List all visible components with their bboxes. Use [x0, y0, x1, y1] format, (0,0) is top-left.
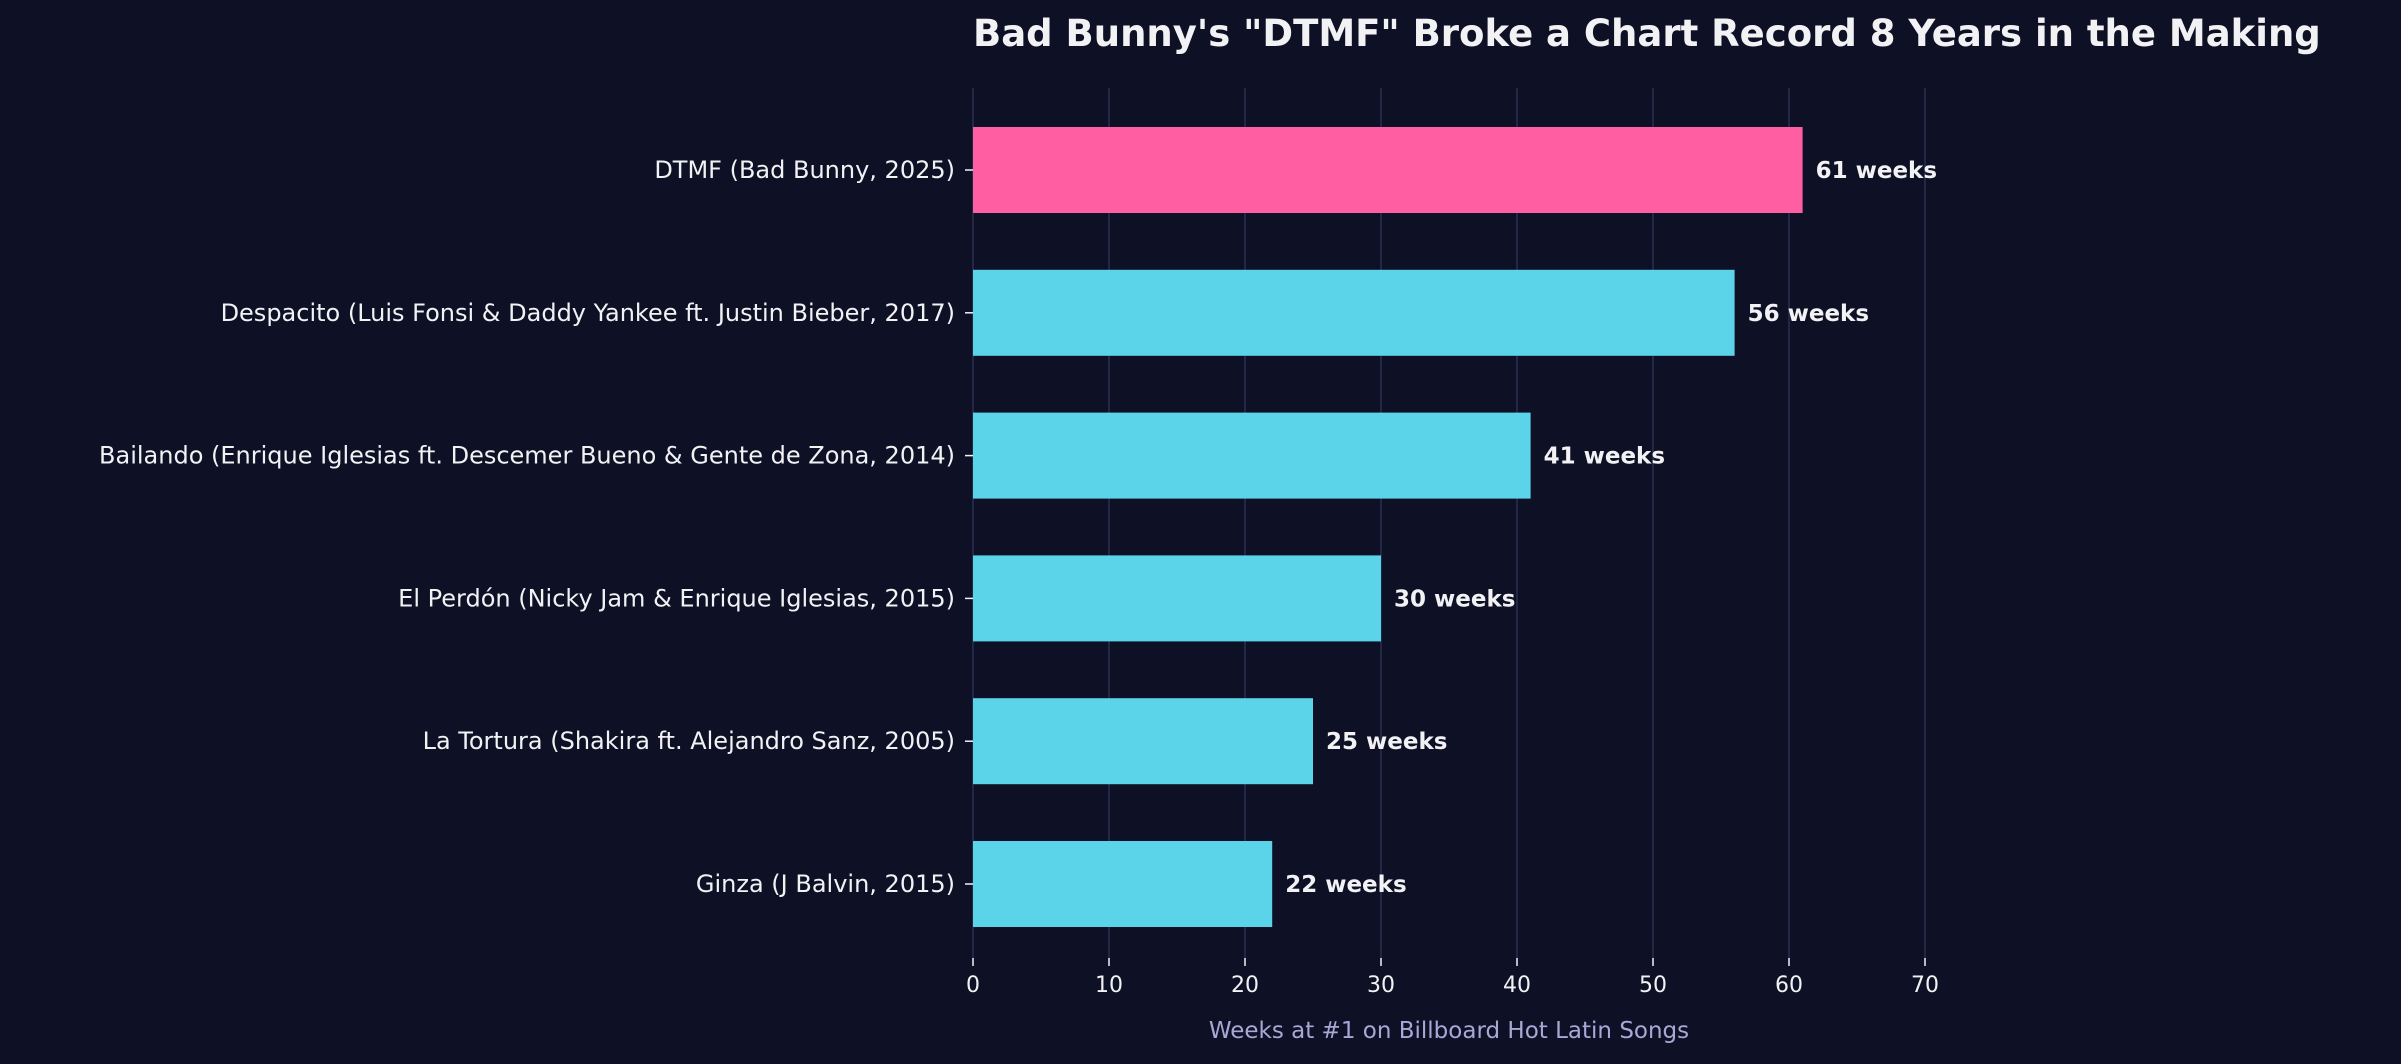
- bar-highlight: [973, 127, 1803, 213]
- category-label: La Tortura (Shakira ft. Alejandro Sanz, …: [423, 727, 955, 755]
- x-tick-label: 0: [966, 973, 980, 998]
- category-label: Ginza (J Balvin, 2015): [696, 870, 955, 898]
- bars: [973, 127, 1803, 927]
- category-label: Bailando (Enrique Iglesias ft. Descemer …: [99, 442, 955, 470]
- bar: [973, 698, 1313, 785]
- x-tick-label: 40: [1503, 973, 1531, 998]
- grid-lines: [972, 88, 1926, 958]
- x-tick-label: 10: [1095, 973, 1123, 998]
- bar-value-label: 41 weeks: [1544, 444, 1665, 470]
- bar-value-label: 30 weeks: [1394, 586, 1515, 612]
- bar: [973, 555, 1381, 642]
- bar-value-label: 22 weeks: [1285, 872, 1406, 898]
- category-label: El Perdón (Nicky Jam & Enrique Iglesias,…: [398, 584, 955, 612]
- x-tick-label: 20: [1231, 973, 1259, 998]
- bar-value-label: 61 weeks: [1816, 158, 1937, 184]
- y-tick-labels: DTMF (Bad Bunny, 2025) Despacito (Luis Fo…: [99, 156, 973, 898]
- bar-value-label: 25 weeks: [1326, 729, 1447, 755]
- x-tick-labels: 0 10 20 30 40 50 60 70: [966, 958, 1939, 998]
- bar: [973, 412, 1531, 499]
- bar: [973, 841, 1273, 927]
- bar: [973, 269, 1735, 356]
- x-tick-label: 60: [1775, 973, 1803, 998]
- x-tick-label: 30: [1367, 973, 1395, 998]
- x-tick-label: 70: [1911, 973, 1939, 998]
- chart-title: Bad Bunny's "DTMF" Broke a Chart Record …: [973, 12, 2321, 55]
- category-label: DTMF (Bad Bunny, 2025): [654, 156, 955, 184]
- category-label: Despacito (Luis Fonsi & Daddy Yankee ft.…: [221, 299, 955, 327]
- bar-value-label: 56 weeks: [1748, 301, 1869, 327]
- value-labels: 61 weeks 56 weeks 41 weeks 30 weeks 25 weeks…: [1285, 158, 1937, 898]
- x-tick-label: 50: [1639, 973, 1667, 998]
- x-axis-label: Weeks at #1 on Billboard Hot Latin Songs: [1209, 1018, 1689, 1044]
